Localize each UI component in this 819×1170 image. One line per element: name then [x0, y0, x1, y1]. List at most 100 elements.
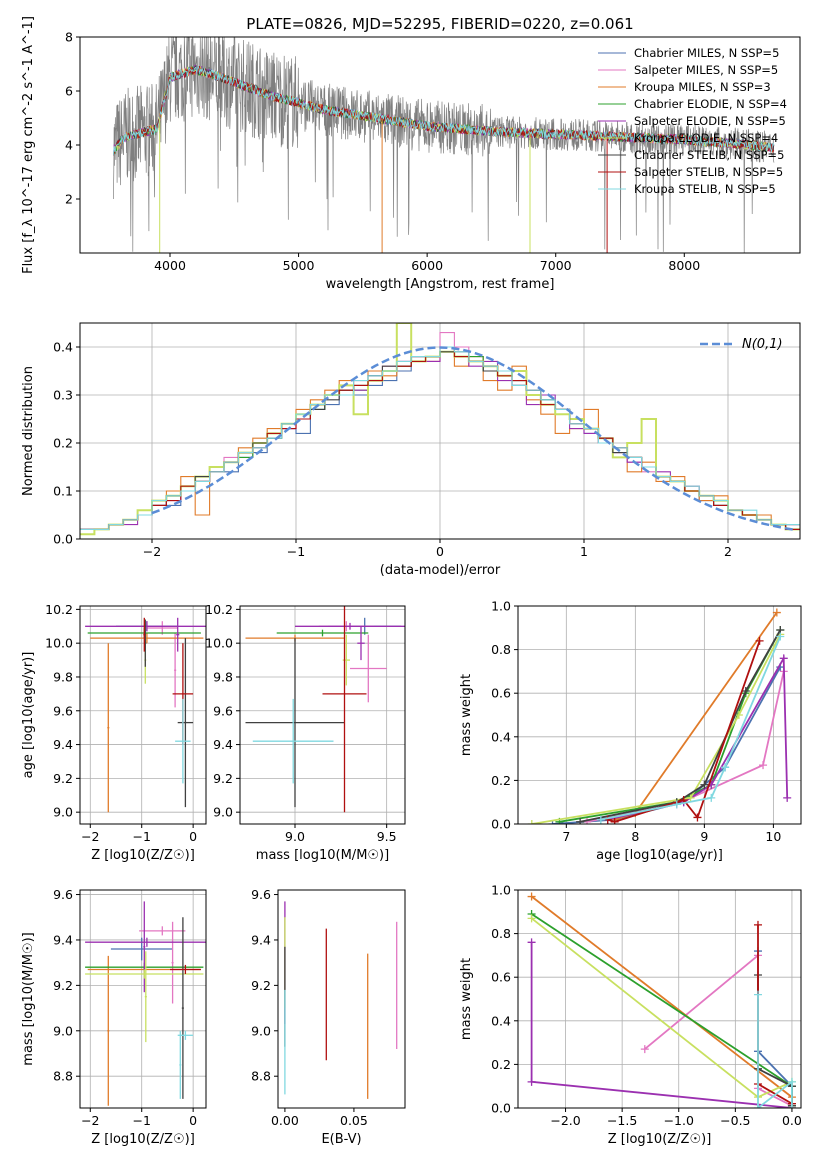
panel-age_vs_Z: −2 −1 0 9.0 9.2 9.4 9.6 9.8 10.0 10.2 Z [log10(Z/Z… [21, 602, 207, 863]
y-tick-label: 9.0 [53, 805, 73, 820]
y-tick-label: 0.2 [491, 773, 511, 788]
panel-residual_hist: −2 −1 0 1 2 0.0 0.1 0.2 0.3 0.4 (data-model)/error… [21, 322, 801, 578]
x-tick-label: 9.0 [285, 829, 305, 844]
figure-title: PLATE=0826, MJD=52295, FIBERID=0220, z=0… [246, 15, 633, 33]
weight-marker-kroupa_stelib [753, 990, 762, 999]
x-tick-label: 0.0 [782, 1113, 802, 1128]
weight-marker-salpeter_elodie [779, 654, 788, 663]
y-tick-label: 9.2 [251, 978, 271, 993]
panel-mass_vs_Z: −2 −1 0 8.8 9.0 9.2 9.4 9.6 Z [log10(Z/Z☉)] mass … [21, 887, 207, 1147]
x-tick-label: −1 [132, 1113, 150, 1128]
weight-marker-kroupa_stelib [721, 763, 730, 772]
x-axis-label: (data-model)/error [380, 563, 501, 578]
legend-entry: Kroupa ELODIE, N SSP=4 [634, 131, 778, 145]
y-axis-label: mass weight [459, 958, 474, 1040]
y-axis-label: age [log10(age/yr)] [21, 652, 36, 779]
y-tick-label: 0.4 [491, 729, 511, 744]
weight-marker-chabrier_stelib [700, 780, 709, 789]
weight-marker-salpeter_miles [759, 761, 768, 770]
x-tick-label: −2 [81, 829, 99, 844]
y-tick-label: 9.0 [53, 1023, 73, 1038]
axes-frame [517, 889, 802, 1109]
plot-area [113, 37, 775, 253]
x-axis-label: Z [log10(Z/Z☉)] [91, 848, 195, 863]
x-tick-label: 0 [189, 829, 197, 844]
weight-line-kroupa_elodie [531, 917, 793, 1108]
axes-frame [239, 605, 406, 825]
weight-line-chabrier_stelib [579, 629, 782, 823]
x-tick-label: 10 [765, 829, 781, 844]
weight-marker-kroupa_elodie [527, 820, 536, 824]
weight-marker-kroupa_elodie [527, 914, 536, 923]
legend-entry: Salpeter STELIB, N SSP=5 [634, 165, 783, 179]
y-tick-label: 9.6 [53, 887, 73, 902]
y-tick-label: 8.8 [251, 1069, 271, 1084]
y-tick-label: 0.8 [491, 926, 511, 941]
y-tick-label: 2 [65, 192, 73, 207]
panel-weight_vs_Z: −2.0 −1.5 −1.0 −0.5 0.0 0.0 0.2 0.4 0.6 0.8 1.0 Z [… [459, 883, 802, 1148]
weight-marker-kroupa_stelib [672, 800, 681, 809]
legend-entry: Salpeter MILES, N SSP=5 [634, 63, 778, 77]
x-tick-label: −1 [132, 829, 150, 844]
x-tick-label: 0 [189, 1113, 197, 1128]
legend-entry: Kroupa MILES, N SSP=3 [634, 80, 771, 94]
legend-entry: Salpeter ELODIE, N SSP=5 [634, 114, 786, 128]
x-axis-label: Z [log10(Z/Z☉)] [91, 1132, 195, 1147]
weight-marker-salpeter_elodie [527, 1077, 536, 1086]
y-tick-label: 0.0 [491, 1101, 511, 1116]
y-tick-label: 9.4 [251, 932, 271, 947]
weight-marker-chabrier_stelib [576, 817, 585, 824]
weight-line-kroupa_elodie [531, 633, 782, 824]
x-tick-label: −2.0 [550, 1113, 580, 1128]
x-tick-label: 0 [436, 544, 444, 559]
weight-marker-salpeter_stelib [753, 920, 762, 929]
y-tick-label: 9.6 [53, 703, 73, 718]
y-tick-label: 9.8 [213, 669, 233, 684]
x-tick-label: 7 [562, 829, 570, 844]
weight-marker-kroupa_elodie [686, 793, 695, 802]
weight-marker-salpeter_stelib [755, 636, 764, 645]
x-tick-label: −1.0 [664, 1113, 694, 1128]
y-tick-label: 0.0 [53, 532, 73, 547]
axes-frame [79, 36, 801, 254]
y-tick-label: 9.2 [53, 771, 73, 786]
axes-frame [277, 889, 406, 1109]
normal-curve [151, 346, 794, 531]
y-tick-label: 0.3 [53, 388, 73, 403]
y-tick-label: 8.8 [53, 1069, 73, 1084]
weight-line-salpeter_miles [644, 953, 793, 1107]
weight-marker-kroupa_stelib [707, 793, 716, 802]
plot-area [245, 606, 405, 813]
x-tick-label: −2 [81, 1113, 99, 1128]
y-tick-label: 4 [65, 138, 73, 153]
y-tick-label: 9.4 [53, 932, 73, 947]
y-tick-label: 0.6 [491, 970, 511, 985]
weight-marker-kroupa_stelib [596, 815, 605, 824]
y-tick-label: 10.2 [45, 602, 73, 617]
normal-legend-label: N(0,1) [742, 337, 783, 352]
axes-frame [79, 322, 801, 540]
x-tick-label: 8000 [668, 258, 700, 273]
y-tick-label: 9.6 [213, 703, 233, 718]
x-tick-label: 2 [724, 544, 732, 559]
y-tick-label: 0.2 [53, 436, 73, 451]
panel-age_vs_mass: 9.0 9.5 9.0 9.2 9.4 9.6 9.8 10.0 10.2 mass [log10… [205, 602, 406, 863]
y-tick-label: 8 [65, 30, 73, 45]
y-tick-label: 6 [65, 84, 73, 99]
x-tick-label: 7000 [540, 258, 572, 273]
x-axis-label: age [log10(age/yr)] [596, 848, 723, 863]
weight-marker-salpeter_elodie [527, 938, 536, 947]
x-tick-label: 9.5 [377, 829, 397, 844]
x-tick-label: −2 [143, 544, 161, 559]
x-axis-label: mass [log10(M/M☉)] [256, 848, 389, 863]
y-tick-label: 10.0 [205, 636, 233, 651]
x-tick-label: 4000 [154, 258, 186, 273]
x-tick-label: −1 [287, 544, 305, 559]
weight-marker-kroupa_stelib [787, 1104, 796, 1108]
x-axis-label: wavelength [Angstrom, rest frame] [326, 277, 555, 292]
y-tick-label: 0.4 [53, 340, 73, 355]
weight-line-chabrier_elodie [531, 913, 793, 1106]
y-tick-label: 0.6 [491, 686, 511, 701]
y-tick-label: 9.2 [213, 771, 233, 786]
